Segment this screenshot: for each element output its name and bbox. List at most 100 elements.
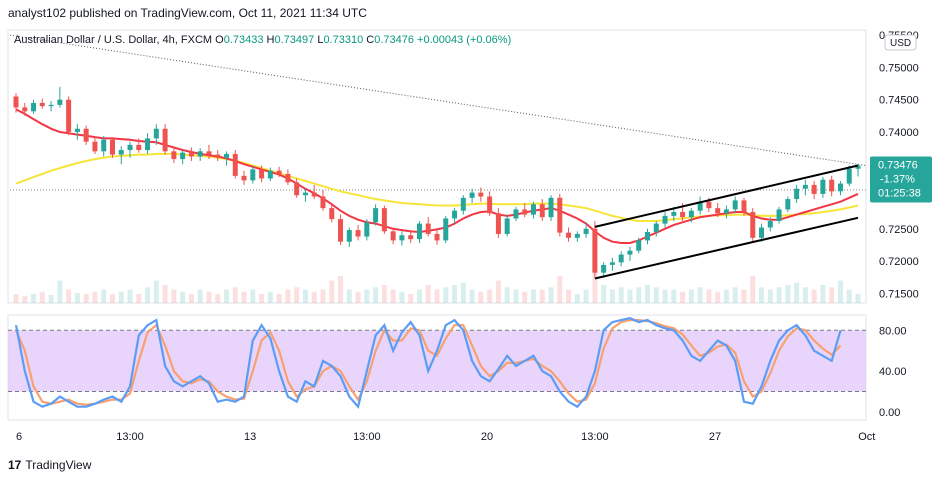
volume-bar <box>48 294 54 303</box>
candle-body <box>566 232 572 238</box>
candle-body <box>381 208 387 232</box>
volume-bar <box>530 289 536 303</box>
volume-bar <box>373 287 379 303</box>
volume-bar <box>802 287 808 303</box>
candle-body <box>302 192 308 196</box>
legend-close: 0.73476 <box>374 34 414 46</box>
volume-bar <box>416 289 422 303</box>
candle-body <box>829 179 835 192</box>
candle-body <box>13 96 19 108</box>
candle-body <box>101 139 107 152</box>
stoch-k-line <box>14 316 842 410</box>
symbol-legend: Australian Dollar / U.S. Dollar, 4h, FXC… <box>14 34 511 46</box>
candle-body <box>241 175 247 181</box>
volume-bar <box>127 289 133 303</box>
time-axis-label: 13:00 <box>581 431 609 443</box>
volume-bar <box>522 291 528 303</box>
candle-body <box>557 197 563 233</box>
volume-bar <box>776 287 782 303</box>
volume-bar <box>364 289 370 303</box>
volume-bar <box>145 287 151 303</box>
time-axis-label: 13 <box>244 431 256 443</box>
volume-bar <box>767 289 773 303</box>
volume-bar <box>408 294 414 303</box>
volume-bar <box>785 285 791 303</box>
candle-body <box>732 200 738 210</box>
volume-bar <box>241 291 247 303</box>
candle-body <box>162 128 168 152</box>
volume-bar <box>224 289 229 303</box>
price-tick-label: 0.74000 <box>879 127 919 139</box>
volume-bar <box>469 289 475 303</box>
volume-bar <box>267 291 273 303</box>
candle-body <box>452 210 458 219</box>
legend-change: +0.00043 (+0.06%) <box>417 34 512 46</box>
candle-body <box>469 192 475 198</box>
candle-body <box>794 188 800 200</box>
candle-body <box>346 230 352 242</box>
candle-body <box>592 228 598 273</box>
candle-body <box>355 230 361 237</box>
volume-bar <box>618 287 624 303</box>
volume-bar <box>697 287 703 303</box>
volume-bar <box>294 287 300 303</box>
candle-body <box>548 197 554 218</box>
volume-bar <box>706 289 712 303</box>
candle-body <box>136 144 142 151</box>
candle-body <box>802 184 808 189</box>
volume-bar <box>83 294 89 303</box>
candle-body <box>145 138 151 151</box>
volume-bar <box>548 287 554 303</box>
price-tick-label: 0.75000 <box>879 62 919 74</box>
volume-bar <box>653 287 659 303</box>
candle-body <box>741 200 747 212</box>
volume-bar <box>636 287 642 303</box>
candle-body <box>206 151 212 155</box>
candle-body <box>232 153 238 176</box>
volume-bar <box>118 291 124 303</box>
candle-body <box>109 139 115 155</box>
volume-bar <box>645 285 650 303</box>
candle-body <box>776 209 782 222</box>
volume-bar <box>566 289 572 303</box>
volume-bar <box>381 285 387 303</box>
candle-body <box>329 208 335 220</box>
volume-bar <box>715 291 721 303</box>
candle-body <box>39 102 45 107</box>
volume-bar <box>276 294 282 303</box>
volume-bar <box>829 287 835 303</box>
publish-header: analyst102 published on TradingView.com,… <box>8 6 367 20</box>
volume-bar <box>197 289 203 303</box>
candle-body <box>495 213 501 234</box>
candle-body <box>811 184 817 194</box>
candle-body <box>618 254 624 263</box>
volume-bar <box>723 289 729 303</box>
candle-body <box>846 168 852 184</box>
tradingview-footer[interactable]: 17 TradingView <box>8 458 91 472</box>
volume-bar <box>39 291 45 303</box>
candle-body <box>127 144 133 151</box>
candle-body <box>653 223 659 233</box>
volume-bar <box>31 294 37 303</box>
volume-bar <box>478 291 484 303</box>
candle-body <box>767 221 773 228</box>
volume-bar <box>162 285 168 303</box>
tradingview-brand: TradingView <box>25 458 92 472</box>
volume-bar <box>66 289 72 303</box>
candle-body <box>688 210 694 218</box>
candle-body <box>434 233 440 241</box>
candle-body <box>338 219 344 242</box>
volume-bar <box>513 289 519 303</box>
legend-open-label: O <box>215 34 224 46</box>
volume-bar <box>136 294 142 303</box>
candle-body <box>539 204 545 218</box>
candle-body <box>645 232 650 241</box>
volume-bar <box>13 294 19 303</box>
candle-body <box>706 201 712 209</box>
volume-bar <box>794 282 800 303</box>
candle-body <box>153 128 159 139</box>
price-tick-label: 0.72000 <box>879 256 919 268</box>
volume-bar <box>57 280 63 303</box>
stoch-band <box>8 330 866 392</box>
